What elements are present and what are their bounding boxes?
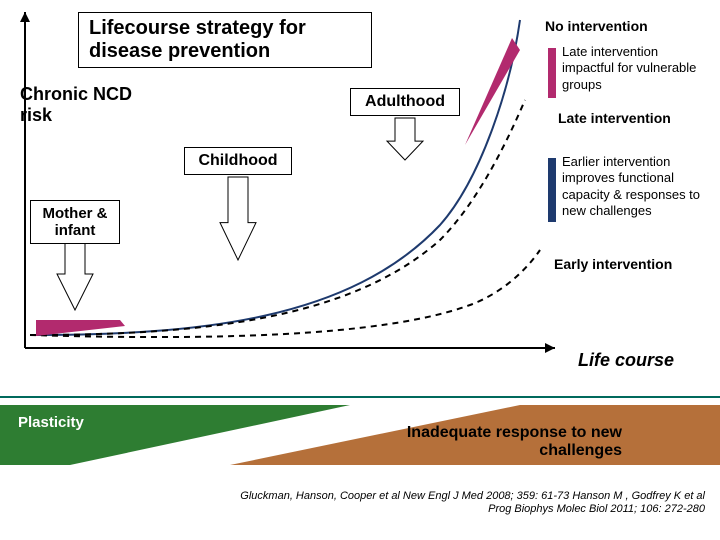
band-label-inadequate: Inadequate response to new challenges (362, 424, 622, 460)
band-label-plasticity: Plasticity (18, 414, 84, 431)
citation-line2: Prog Biophys Molec Biol 2011; 106: 272-2… (488, 503, 705, 515)
legend-early-intervention: Early intervention (554, 256, 672, 272)
y-label-text: Chronic NCD risk (20, 84, 132, 125)
legend-late-intervention: Late intervention (558, 110, 671, 126)
stage-label: Mother & infant (43, 205, 108, 239)
title-box: Lifecourse strategy for disease preventi… (78, 12, 372, 68)
legend-early-desc: Earlier intervention improves functional… (562, 154, 717, 219)
legend-no-intervention: No intervention (545, 18, 648, 34)
title-text: Lifecourse strategy for disease preventi… (89, 17, 306, 62)
stage-label: Adulthood (365, 93, 445, 110)
legend-late-desc: Late intervention impactful for vulnerab… (562, 44, 712, 93)
x-axis-label: Life course (578, 350, 674, 371)
stage-box-adulthood: Adulthood (350, 88, 460, 116)
stage-label: Childhood (198, 152, 277, 169)
citation: Gluckman, Hanson, Cooper et al New Engl … (150, 490, 705, 516)
y-axis-label: Chronic NCD risk (20, 84, 160, 126)
stage-box-mother: Mother & infant (30, 200, 120, 244)
citation-line1: Gluckman, Hanson, Cooper et al New Engl … (240, 490, 705, 502)
stage-box-childhood: Childhood (184, 147, 292, 175)
